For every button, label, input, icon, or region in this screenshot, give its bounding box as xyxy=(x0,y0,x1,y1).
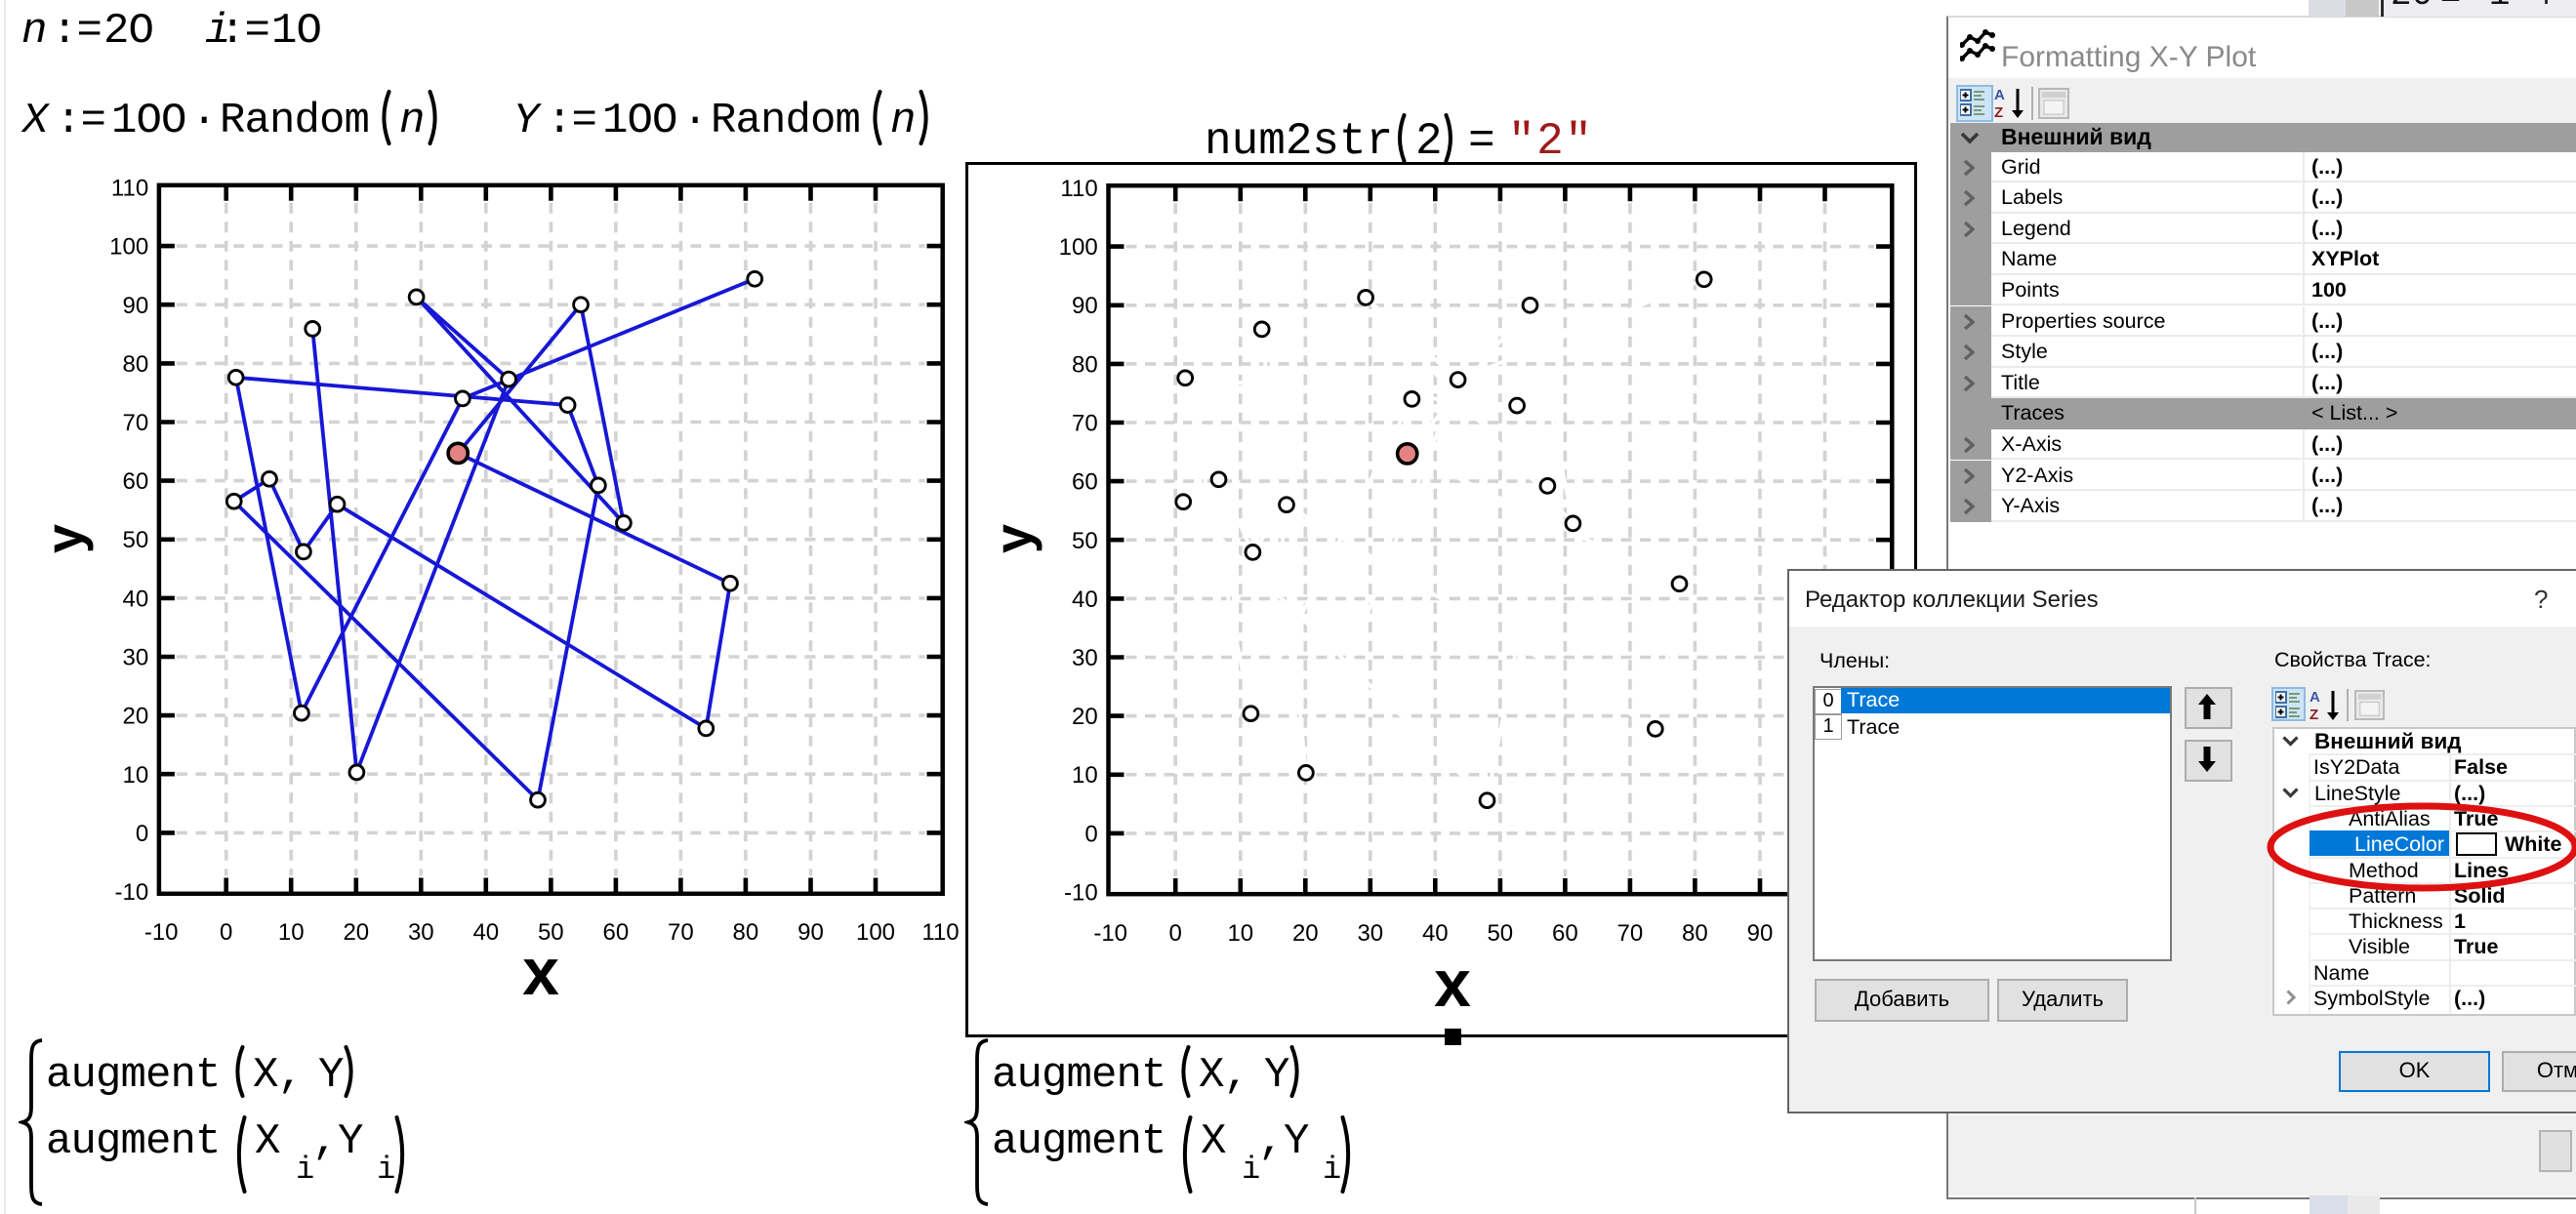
svg-text:80: 80 xyxy=(1072,351,1098,378)
svg-text:110: 110 xyxy=(921,919,959,946)
svg-text:A: A xyxy=(1994,87,2005,103)
svg-text:30: 30 xyxy=(408,919,434,946)
svg-text:80: 80 xyxy=(733,919,759,946)
svg-text:40: 40 xyxy=(122,586,148,612)
svg-text:0: 0 xyxy=(220,919,232,946)
svg-text:90: 90 xyxy=(1072,293,1098,319)
svg-text:10: 10 xyxy=(122,762,148,789)
svg-text:70: 70 xyxy=(122,410,148,436)
svg-text:60: 60 xyxy=(1072,469,1098,496)
svg-text:20: 20 xyxy=(1072,704,1098,730)
svg-text:-10: -10 xyxy=(1064,880,1098,907)
svg-text:40: 40 xyxy=(472,919,499,946)
svg-text:100: 100 xyxy=(109,234,148,261)
svg-text:0: 0 xyxy=(136,821,148,847)
svg-text:50: 50 xyxy=(1072,528,1098,554)
svg-text:70: 70 xyxy=(1072,411,1098,437)
svg-text:y: y xyxy=(985,524,1043,553)
svg-text:50: 50 xyxy=(1487,920,1513,947)
svg-text:100: 100 xyxy=(1059,234,1098,261)
svg-text:20: 20 xyxy=(343,919,369,946)
svg-text:90: 90 xyxy=(1747,920,1774,947)
svg-text:30: 30 xyxy=(122,645,148,671)
svg-text:0: 0 xyxy=(1084,821,1097,847)
svg-text:90: 90 xyxy=(122,293,148,319)
svg-text:70: 70 xyxy=(1617,920,1644,947)
svg-text:-10: -10 xyxy=(1093,920,1127,947)
svg-text:x: x xyxy=(1434,947,1471,1021)
svg-text:100: 100 xyxy=(856,919,895,946)
svg-text:60: 60 xyxy=(1552,920,1578,947)
svg-text:50: 50 xyxy=(122,527,148,553)
svg-text:20: 20 xyxy=(1292,920,1319,947)
svg-text:60: 60 xyxy=(122,468,148,495)
svg-text:-10: -10 xyxy=(115,879,149,906)
svg-text:10: 10 xyxy=(1227,920,1253,947)
svg-text:A: A xyxy=(2310,689,2320,706)
svg-text:70: 70 xyxy=(668,919,694,946)
svg-text:Z: Z xyxy=(1994,104,2003,121)
svg-text:Z: Z xyxy=(2310,707,2318,723)
svg-text:30: 30 xyxy=(1072,645,1098,671)
svg-text:10: 10 xyxy=(1072,762,1098,789)
svg-text:-10: -10 xyxy=(144,919,179,946)
svg-text:90: 90 xyxy=(797,919,824,946)
svg-text:40: 40 xyxy=(1072,587,1098,613)
svg-text:y: y xyxy=(36,524,95,553)
svg-text:80: 80 xyxy=(122,351,148,378)
svg-text:50: 50 xyxy=(538,919,564,946)
svg-text:40: 40 xyxy=(1422,920,1449,947)
svg-text:60: 60 xyxy=(603,919,630,946)
svg-text:20: 20 xyxy=(122,704,148,730)
svg-text:10: 10 xyxy=(278,919,305,946)
svg-text:110: 110 xyxy=(1060,176,1097,202)
svg-text:30: 30 xyxy=(1357,920,1383,947)
svg-text:110: 110 xyxy=(111,176,148,202)
svg-text:0: 0 xyxy=(1169,920,1182,947)
svg-text:80: 80 xyxy=(1682,920,1708,947)
svg-text:x: x xyxy=(522,935,559,1009)
